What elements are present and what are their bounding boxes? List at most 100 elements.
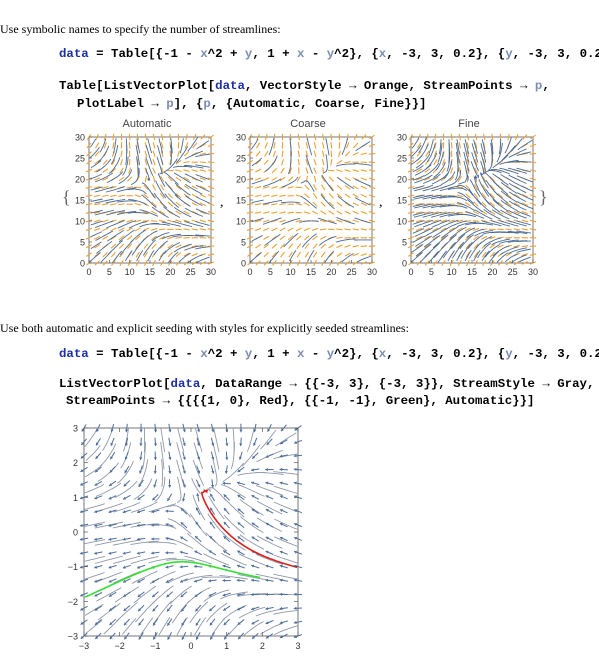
streamline — [124, 250, 133, 262]
code-token: - — [304, 47, 327, 61]
streamline — [473, 222, 494, 226]
streamline — [208, 495, 225, 520]
vector-plot-fine[interactable]: 30 25 20 15 10 5 00 5 10 15 20 25 30 — [385, 131, 539, 283]
arrowhead — [294, 440, 298, 444]
arrowhead — [94, 523, 98, 527]
vector-arrow — [102, 168, 109, 173]
streamline — [222, 462, 245, 483]
vector-plot-coarse[interactable]: 30 25 20 15 10 5 00 5 10 15 20 25 30 — [224, 131, 378, 283]
arrowhead — [179, 565, 183, 569]
arrowhead — [237, 550, 241, 554]
x-tick-label: 30 — [528, 267, 538, 277]
vector-arrow — [176, 150, 180, 158]
streamline — [450, 233, 466, 249]
streamline — [99, 443, 117, 467]
arrowhead — [108, 537, 112, 541]
vector-arrow — [199, 261, 206, 265]
vector-arrow — [368, 202, 376, 206]
vector-arrow — [361, 134, 367, 140]
vector-arrow — [93, 211, 101, 214]
streamline — [426, 143, 436, 162]
vector-arrow — [134, 219, 142, 223]
section1-input1[interactable]: data = Table[{-1 - x^2 + y, 1 + x - y^2}… — [59, 47, 599, 61]
vector-arrow — [199, 143, 206, 148]
vector-arrow — [246, 227, 254, 231]
streamline — [131, 570, 158, 584]
streamline — [176, 459, 185, 487]
streamline — [94, 209, 114, 216]
streamline — [96, 158, 112, 173]
arrowhead — [181, 636, 185, 640]
streamline — [500, 246, 519, 256]
streamline — [99, 138, 107, 153]
code-token: y — [244, 47, 253, 61]
arrowhead — [151, 551, 154, 555]
streamline — [422, 184, 442, 192]
section2-input2-line2[interactable]: StreamPoints → {{{{1, 0}, Red}, {{-1, -1… — [66, 394, 534, 408]
vector-arrow — [521, 202, 529, 207]
vector-arrow — [296, 243, 302, 250]
streamline — [449, 170, 462, 186]
output-close-brace: } — [539, 187, 548, 207]
vector-arrow — [328, 176, 334, 182]
streamline — [161, 221, 181, 227]
vector-arrow — [408, 252, 414, 257]
vector-arrow — [102, 203, 109, 206]
y-tick-label: 10 — [236, 217, 246, 227]
vector-arrow — [152, 167, 156, 174]
arrowhead — [195, 622, 199, 626]
arrowhead — [151, 523, 154, 527]
arrowhead — [251, 522, 255, 526]
streamline — [412, 194, 425, 199]
streamline — [251, 234, 264, 242]
arrowhead — [252, 635, 256, 639]
vector-arrow — [183, 161, 190, 164]
vector-arrow — [94, 252, 100, 258]
vector-arrow — [474, 184, 479, 191]
arrowhead — [180, 594, 184, 598]
streamline — [187, 254, 203, 264]
section2-input2-line1[interactable]: ListVectorPlot[data, DataRange → {{-3, 3… — [59, 377, 594, 391]
vector-arrow — [424, 227, 431, 232]
stream-seeding-plot[interactable]: 3 2 1 0 −1 −2 −3−3 −2 −1 0 1 2 3 — [57, 420, 302, 656]
vector-arrow — [489, 243, 496, 249]
vector-arrow — [352, 228, 359, 231]
arrowhead — [167, 497, 171, 501]
arrowhead — [194, 594, 198, 597]
vector-arrow — [457, 243, 463, 250]
streamline — [510, 138, 523, 152]
vector-arrow — [175, 210, 182, 215]
streamline — [195, 234, 210, 237]
section1-input2-line2[interactable]: PlotLabel → p], {p, {Automatic, Coarse, … — [77, 97, 427, 111]
arrowhead — [95, 469, 99, 473]
streamline — [499, 220, 519, 227]
vector-arrow — [433, 150, 438, 157]
vector-arrow — [95, 133, 99, 141]
vector-arrow — [279, 185, 286, 189]
streamline — [458, 227, 476, 239]
y-tick-label: 1 — [73, 493, 78, 503]
arrowhead — [139, 443, 143, 447]
vector-arrow — [529, 143, 537, 148]
vector-arrow — [175, 184, 182, 190]
vector-plot-automatic[interactable]: 30 25 20 15 10 5 00 5 10 15 20 25 30 — [63, 131, 217, 283]
vector-arrow — [336, 244, 343, 249]
vector-arrow — [505, 202, 512, 207]
vector-arrow — [127, 176, 133, 182]
vector-arrow — [466, 150, 470, 158]
streamline — [517, 139, 533, 150]
streamline — [111, 145, 119, 165]
vector-arrow — [246, 194, 254, 197]
section2-input1[interactable]: data = Table[{-1 - x^2 + y, 1 + x - y^2}… — [59, 347, 599, 361]
vector-arrow — [127, 243, 133, 249]
arrowhead — [125, 429, 129, 433]
vector-arrow — [320, 251, 326, 258]
vector-arrow — [93, 219, 101, 223]
y-tick-label: 0 — [241, 259, 246, 269]
vector-arrow — [313, 133, 317, 141]
vector-arrow — [289, 167, 293, 174]
arrowhead — [265, 454, 269, 458]
vector-arrow — [450, 133, 453, 141]
vector-arrow — [183, 219, 190, 223]
section1-input2-line1[interactable]: Table[ListVectorPlot[data, VectorStyle →… — [59, 79, 550, 93]
